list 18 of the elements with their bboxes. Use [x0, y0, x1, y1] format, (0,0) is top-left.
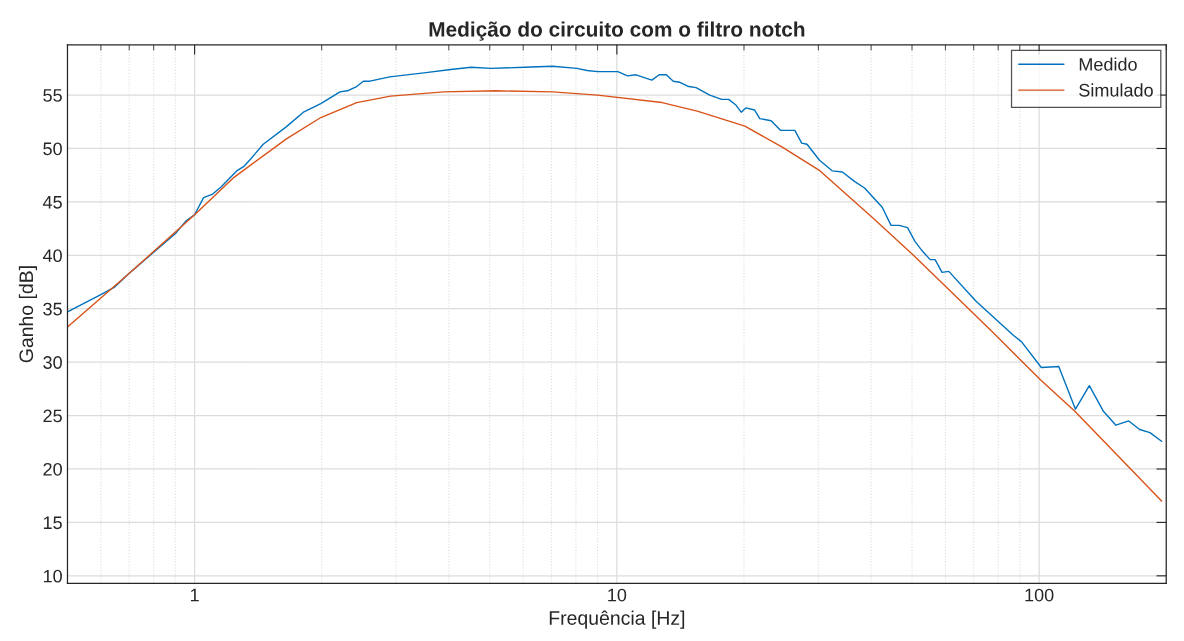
y-tick-label: 55	[43, 89, 62, 102]
y-tick-label: 40	[42, 249, 62, 263]
legend-label: Simulado	[1079, 83, 1153, 97]
legend-label: Medido	[1079, 57, 1137, 71]
y-tick-label: 10	[43, 569, 62, 583]
x-tick-label: 100	[1025, 588, 1054, 602]
y-tick-label: 15	[43, 516, 62, 530]
y-tick-label: 20	[43, 462, 62, 476]
x-axis-title: Frequência [Hz]	[549, 610, 685, 629]
y-tick-label: 45	[42, 196, 62, 209]
y-tick-label: 25	[43, 409, 62, 423]
x-tick-label: 10	[608, 588, 627, 602]
y-axis-title: Ganho [dB]	[18, 266, 37, 363]
x-tick-label: 1	[190, 588, 199, 602]
chart-title: Medição do circuito com o filtro notch	[429, 21, 805, 41]
y-tick-label: 30	[43, 356, 62, 369]
y-tick-label: 50	[43, 142, 62, 156]
y-tick-label: 35	[43, 302, 62, 316]
